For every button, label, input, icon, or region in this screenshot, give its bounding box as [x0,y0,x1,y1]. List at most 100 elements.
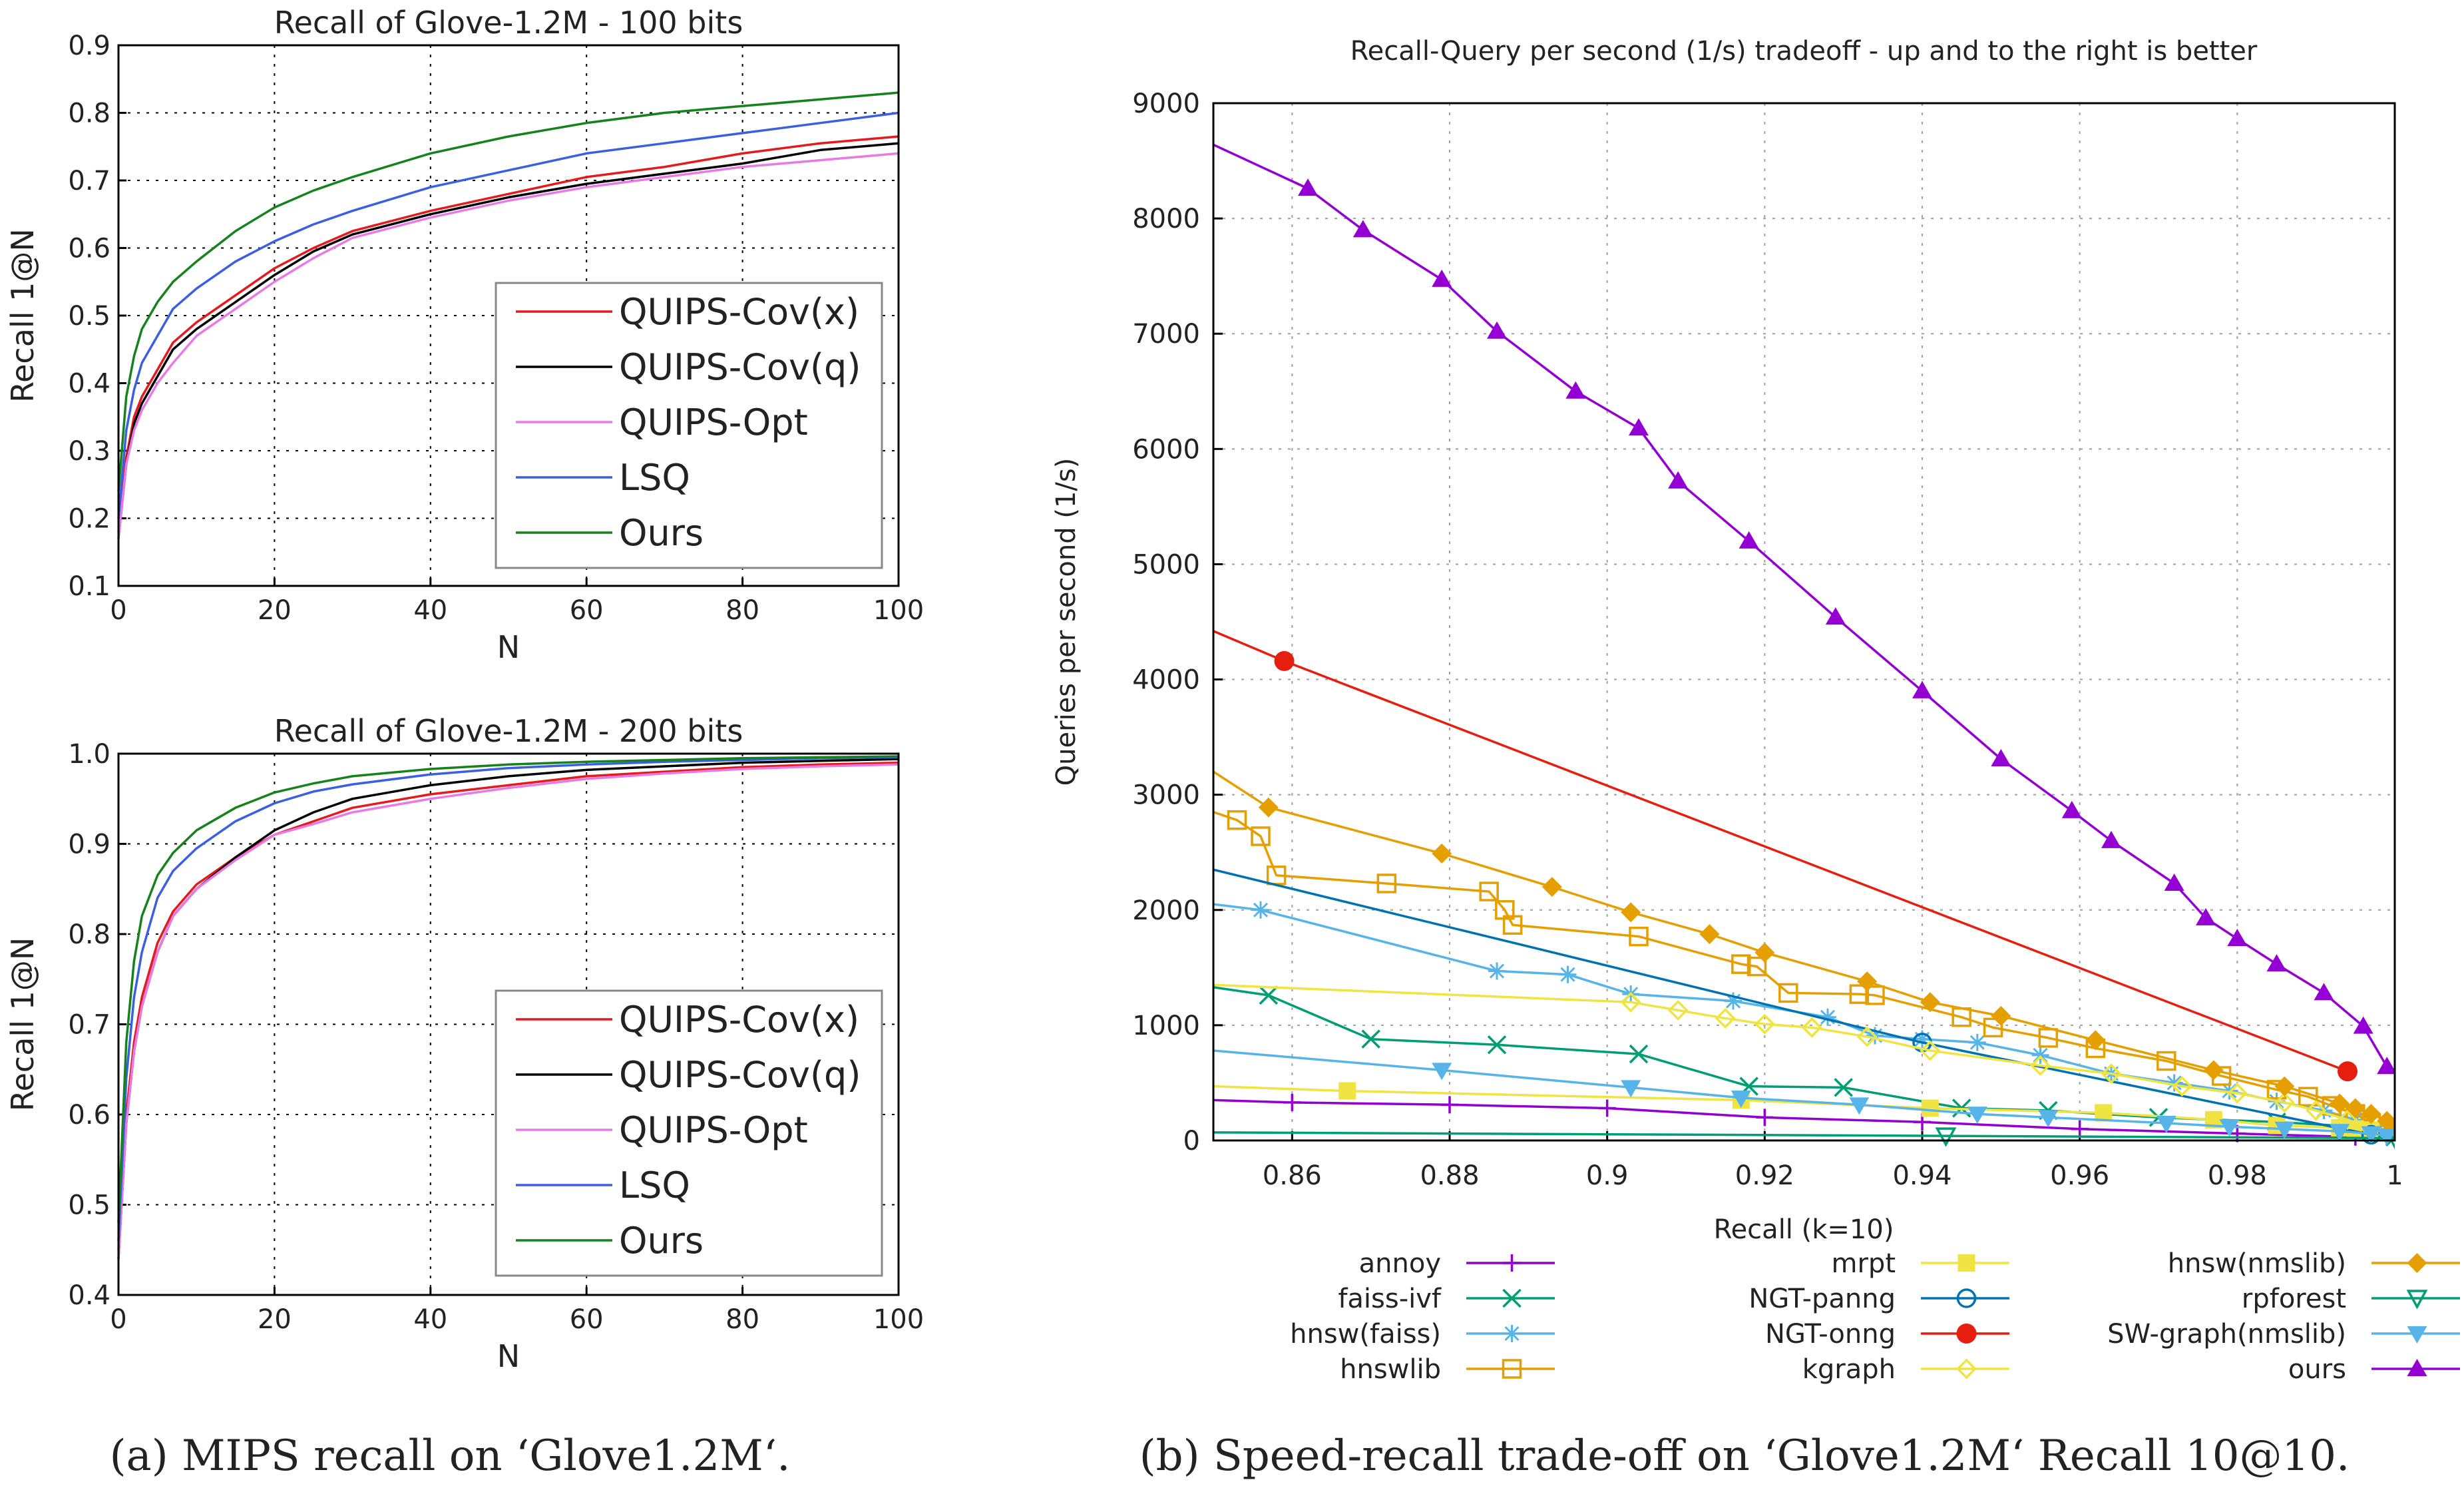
data-point-hnsw-nmslib [1920,992,1940,1013]
x-tick-label: 40 [413,595,447,626]
data-point-kgraph [1856,1026,1878,1047]
data-point-kgraph [1620,991,1641,1013]
data-point-ours [2101,830,2121,848]
data-point-hnswlib [1227,810,1247,830]
x-tick-label: 100 [873,595,924,626]
data-point-mrpt [1921,1099,1939,1117]
data-point-kgraph [2172,1076,2192,1097]
series-line-ours [117,91,899,492]
data-point-hnswlib [1629,926,1649,947]
data-point-hnsw-nmslib [1258,797,1279,818]
y-tick-label: 0.8 [68,99,110,129]
legend-marker-hnsw-faiss [1503,1325,1521,1342]
data-point-faiss-ivf [1834,1078,1853,1097]
legend-label-ours: Ours [619,512,704,554]
data-point-hnsw-nmslib [1754,942,1775,963]
data-point-ours [2196,907,2216,925]
data-point-hnswlib [1502,915,1523,935]
series-sw-graph-nmslib [1213,1049,2395,1146]
y-tick-label: 2000 [1132,895,1200,926]
data-point-sw-graph-nmslib [2219,1119,2240,1137]
data-point-faiss-ivf [1629,1044,1649,1064]
data-point-sw-graph-nmslib [1621,1080,1641,1098]
legend-marker-ngt-onng [1956,1324,1977,1344]
data-point-faiss-ivf [1487,1035,1507,1055]
x-tick-label: 20 [258,1304,292,1335]
series-line-quips-cov-x [117,135,899,532]
data-point-hnswlib [1778,983,1798,1003]
legend-label-hnsw-nmslib: hnsw(nmslib) [2168,1248,2346,1279]
y-tick-label: 0.7 [68,166,110,196]
caption-right: (b) Speed-recall trade-off on ‘Glove1.2M… [1139,1431,2350,1481]
series-line-ours [1213,143,2388,1068]
data-point-kgraph [2337,1109,2358,1130]
y-tick-label: 5000 [1132,549,1200,580]
data-point-hnsw-faiss [1914,1030,1931,1048]
data-point-hnswlib [1983,1017,2003,1038]
plot-frame [117,752,900,1296]
data-point-hnsw-nmslib [2274,1076,2295,1097]
series-line-lsq [117,111,899,519]
data-point-ours [1912,680,1932,698]
y-tick-label: 9000 [1132,89,1200,119]
data-point-hnswlib [1865,985,1885,1005]
y-tick-label: 0.6 [68,1100,110,1130]
data-point-mrpt [2095,1104,2113,1122]
legend-marker-kgraph [1956,1358,1977,1379]
y-tick-label: 6000 [1132,434,1200,465]
y-tick-label: 0.4 [68,1280,110,1311]
series-line-quips-opt [117,152,899,539]
series-line-lsq [117,756,899,1241]
x-tick-label: 0.94 [1892,1160,1951,1191]
data-point-ours [2314,983,2334,1001]
y-tick-label: 0 [1183,1126,1200,1156]
data-point-hnswlib [1479,881,1499,901]
plot-frame [117,44,900,587]
y-axis-label: Queries per second (1/s) [1051,458,1082,786]
series-line-kgraph [1213,983,2372,1130]
y-tick-label: 0.5 [68,301,110,332]
data-point-kgraph [1715,1008,1736,1029]
chart-speed-recall-tradeoff: Recall-Query per second (1/s) tradeoff -… [1051,36,2460,1385]
data-point-ours [2227,929,2248,947]
series-line-quips-cov-q [117,142,899,539]
data-point-ours [2061,800,2082,818]
legend-marker-hnswlib [1502,1359,1522,1379]
data-point-sw-graph-nmslib [2156,1116,2176,1134]
legend-marker-sw-graph-nmslib [2407,1326,2427,1344]
x-tick-label: 0.96 [2050,1160,2109,1191]
y-tick-label: 4000 [1132,665,1200,696]
data-point-kgraph [1920,1040,1941,1061]
series-hnsw-nmslib [1213,770,2395,1138]
data-point-kgraph [2030,1055,2051,1076]
data-point-sw-graph-nmslib [2274,1121,2295,1139]
x-tick-label: 0.98 [2208,1160,2267,1191]
y-tick-label: 0.4 [68,369,110,399]
data-point-hnsw-nmslib [2085,1030,2106,1051]
x-tick-label: 80 [725,595,759,626]
data-point-hnsw-nmslib [1541,877,1562,897]
legend-box [495,989,883,1277]
y-tick-label: 0.1 [68,571,110,602]
chart-title: Recall of Glove-1.2M - 200 bits [274,713,743,749]
series-line-rpforest [1213,1131,2395,1140]
series-line-ours [117,755,899,1223]
data-point-sw-graph-nmslib [1967,1107,1987,1124]
chart-recall-200-bits: Recall of Glove-1.2M - 200 bits 0 20 40 60 80… [5,713,924,1374]
y-tick-label: 0.5 [68,1190,110,1221]
x-tick-label: 0.88 [1420,1160,1479,1191]
data-point-ours [2377,1057,2395,1075]
data-point-hnswlib [1251,826,1271,846]
data-point-ours [1565,381,1586,399]
legend-label-quips-cov-q: QUIPS-Cov(q) [619,346,861,388]
x-tick-label: 20 [258,595,292,626]
x-axis-label: N [497,1338,520,1374]
y-tick-label: 7000 [1132,319,1200,350]
data-point-sw-graph-nmslib [1432,1063,1452,1081]
data-point-hnsw-faiss [2165,1074,2183,1092]
data-point-ours [2164,873,2184,891]
data-point-kgraph [2226,1083,2248,1104]
data-point-hnsw-nmslib [1857,971,1878,992]
series-ours [1213,143,2395,1075]
